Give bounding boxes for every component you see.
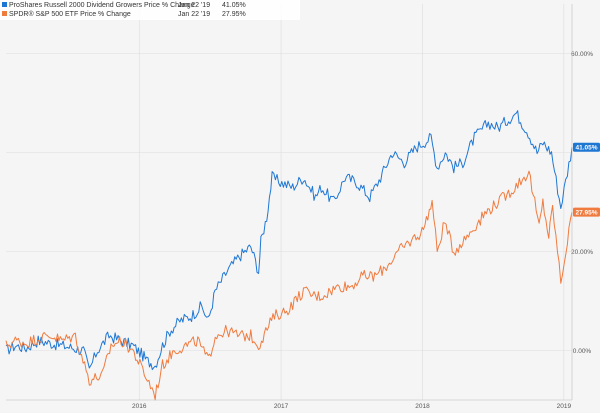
y-tick-label: 20.00% [571,249,593,256]
legend-item-1: SPDR® S&P 500 ETF Price % Change Jan 22 … [2,10,246,18]
x-tick-label: 2018 [415,403,430,410]
end-label-badge [573,142,600,152]
y-tick-label: 60.00% [571,51,593,58]
y-tick-label: 0.00% [573,348,592,355]
legend-date: Jan 22 '19 [178,2,210,9]
x-tick-label: 2017 [274,403,289,410]
legend-series-name: SPDR® S&P 500 ETF Price % Change [9,10,131,18]
legend-date: Jan 22 '19 [178,11,210,18]
grid [6,4,572,400]
series-lines [5,110,573,401]
legend-value: 27.95% [222,11,246,18]
legend-swatch [2,11,7,16]
legend-swatch [2,2,7,7]
end-labels: 41.05% 27.95% [573,142,600,217]
legend-series-name: ProShares Russell 2000 Dividend Growers … [9,2,195,9]
end-label-0: 41.05% [573,142,600,152]
legend-value: 41.05% [222,2,246,9]
end-label-text: 27.95% [575,209,597,216]
series-line-1 [5,170,573,401]
legend-background [0,0,300,20]
x-tick-label: 2016 [132,403,147,410]
legend: ProShares Russell 2000 Dividend Growers … [0,0,300,20]
legend-item-0: ProShares Russell 2000 Dividend Growers … [2,2,246,9]
end-label-1: 27.95% [573,207,600,217]
end-label-text: 41.05% [575,145,597,152]
x-tick-label: 2019 [557,403,572,410]
series-line-0 [5,110,573,371]
axes: 0.00% 20.00% 60.00% 2016 2017 2018 2019 [6,4,593,410]
end-label-badge [573,207,600,217]
